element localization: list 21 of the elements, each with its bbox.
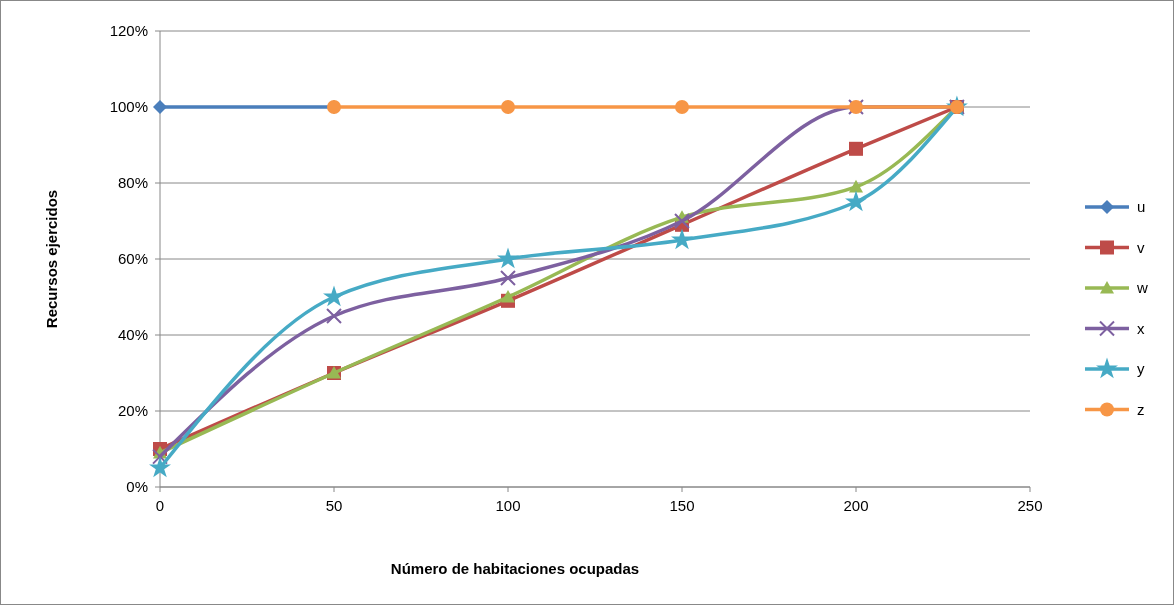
y-axis-title: Recursos ejercidos: [43, 189, 60, 329]
y-tick-label: 100%: [109, 98, 148, 116]
x-tick-label: 100: [495, 497, 521, 514]
x-tick-label: 150: [669, 497, 695, 514]
legend-label: v: [1137, 238, 1145, 256]
x-axis-title: Número de habitaciones ocupadas: [390, 560, 640, 577]
legend-label: y: [1137, 360, 1145, 378]
y-tick-label: 80%: [117, 174, 148, 192]
legend-label: w: [1136, 279, 1148, 297]
legend-label: x: [1137, 319, 1145, 337]
x-tick-label: 0: [155, 497, 165, 514]
legend-label: z: [1137, 400, 1145, 418]
y-tick-label: 40%: [117, 326, 148, 344]
x-tick-label: 50: [325, 497, 343, 514]
x-tick-label: 250: [1017, 497, 1043, 514]
y-tick-label: 60%: [117, 250, 148, 268]
legend-label: u: [1137, 198, 1146, 216]
x-tick-label: 200: [843, 497, 869, 514]
y-tick-label: 20%: [117, 402, 148, 420]
y-tick-label: 0%: [126, 478, 148, 496]
y-tick-label: 120%: [109, 22, 148, 40]
